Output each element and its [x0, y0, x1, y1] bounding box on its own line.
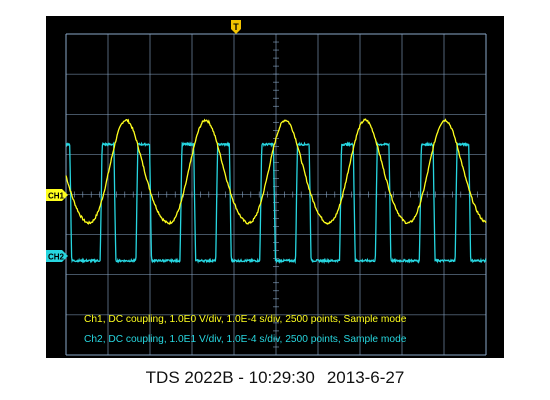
trigger-marker[interactable]: T: [231, 20, 241, 34]
trigger-marker-label: T: [233, 22, 239, 32]
ch2-tag-label: CH2: [48, 253, 65, 262]
ch1-waveform: [65, 118, 487, 225]
oscilloscope-screen: T CH1 CH2 Ch1, DC coupling, 1.0E0 V/div,…: [46, 16, 504, 358]
graticule: [65, 33, 487, 356]
ch1-ground-tag[interactable]: CH1: [46, 189, 68, 201]
capture-date-label: 2013-6-27: [326, 368, 405, 387]
ch1-tag-label: CH1: [48, 192, 65, 201]
waveform-plot: T CH1 CH2 Ch1, DC coupling, 1.0E0 V/div,…: [46, 20, 487, 356]
ch2-waveform: [65, 141, 487, 265]
ch1-settings-readout: Ch1, DC coupling, 1.0E0 V/div, 1.0E-4 s/…: [84, 314, 407, 325]
ch2-settings-readout: Ch2, DC coupling, 1.0E1 V/div, 1.0E-4 s/…: [84, 334, 407, 345]
instrument-time-label: TDS 2022B - 10:29:30: [145, 368, 315, 387]
screenshot-caption: TDS 2022B - 10:29:30 2013-6-27: [0, 368, 550, 388]
ch2-ground-tag[interactable]: CH2: [46, 250, 68, 262]
